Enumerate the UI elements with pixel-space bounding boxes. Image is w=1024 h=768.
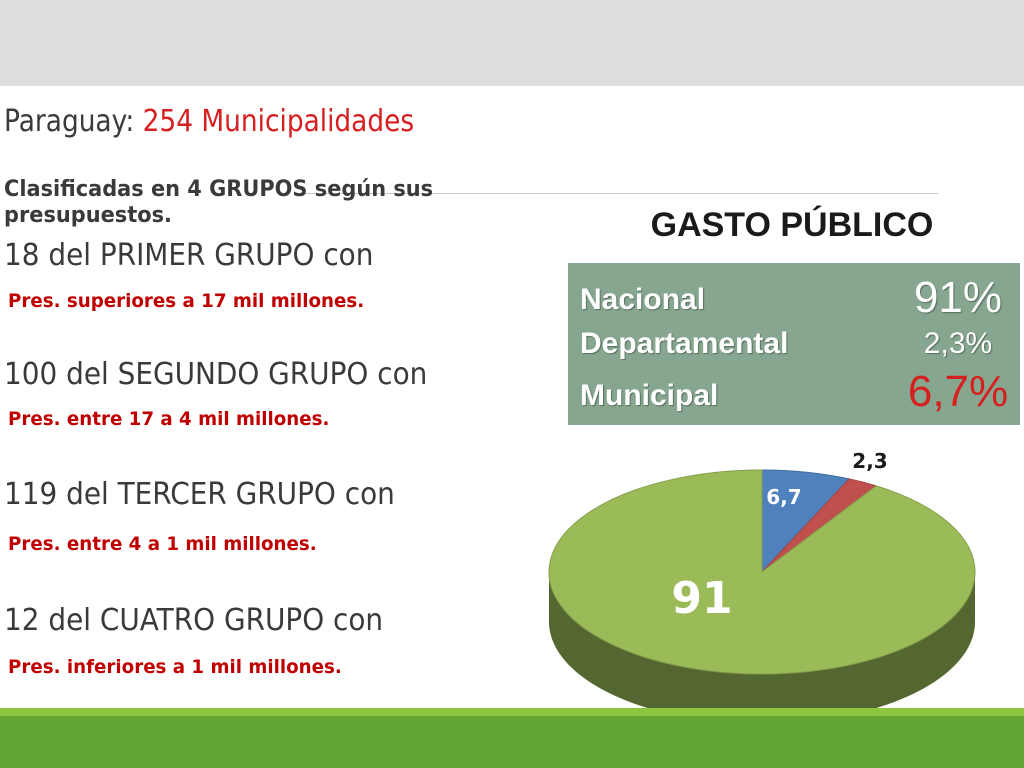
footer-accent-line xyxy=(0,708,1024,716)
pie-label-6,7: 6,7 xyxy=(766,485,801,509)
footer-band xyxy=(0,716,1024,768)
pie-side-91 xyxy=(549,572,975,718)
nacional-value: 91% xyxy=(913,273,1003,322)
group-2-heading: 100 del SEGUNDO GRUPO con xyxy=(4,357,428,392)
title-highlight: 254 Municipalidades xyxy=(142,104,415,139)
gasto-summary-box: Nacional 91% Departamental 2,3% Municipa… xyxy=(568,263,1020,425)
group-3-detail: Pres. entre 4 a 1 mil millones. xyxy=(8,533,317,555)
departamental-label: Departamental xyxy=(580,327,789,360)
group-1-heading: 18 del PRIMER GRUPO con xyxy=(4,238,374,273)
municipal-value: 6,7% xyxy=(907,367,1009,416)
slide-subtitle: Clasificadas en 4 GRUPOS según sus presu… xyxy=(4,177,536,229)
group-2-detail: Pres. entre 17 a 4 mil millones. xyxy=(8,408,330,430)
group-4-heading: 12 del CUATRO GRUPO con xyxy=(4,603,384,638)
gasto-publico-title: GASTO PÚBLICO xyxy=(650,206,934,244)
subtitle-line-1: Clasificadas en 4 GRUPOS según sus xyxy=(4,177,434,202)
pie-label-2,3: 2,3 xyxy=(852,449,887,473)
pie-slice-91 xyxy=(548,469,976,675)
group-3-heading: 119 del TERCER GRUPO con xyxy=(4,477,395,512)
divider-line xyxy=(300,193,938,194)
subtitle-line-2: presupuestos. xyxy=(4,203,172,228)
pie-label-91: 91 xyxy=(671,573,732,624)
nacional-label: Nacional xyxy=(580,283,706,316)
gasto-pie-chart: 91 6,7 2,3 xyxy=(548,449,976,718)
title-prefix: Paraguay: xyxy=(4,104,135,139)
group-4-detail: Pres. inferiores a 1 mil millones. xyxy=(8,656,342,678)
slide-title: Paraguay: 254 Municipalidades xyxy=(4,104,414,139)
municipal-label: Municipal xyxy=(580,379,719,412)
header-band xyxy=(0,0,1024,86)
group-1-detail: Pres. superiores a 17 mil millones. xyxy=(8,290,365,312)
departamental-value: 2,3% xyxy=(923,327,993,360)
